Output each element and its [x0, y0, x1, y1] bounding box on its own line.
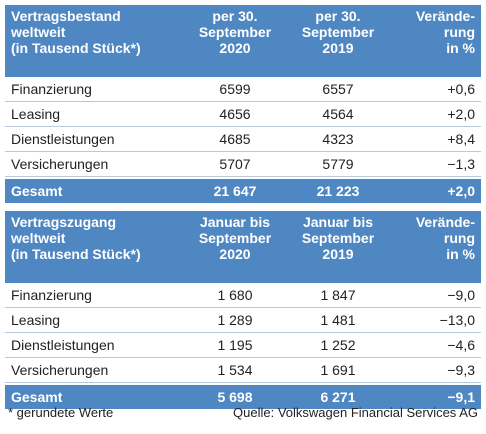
- cell: Versicherungen: [11, 362, 109, 378]
- cell: −9,0: [447, 287, 475, 303]
- contract-stock-table: Vertragsbestand weltweit (in Tausend Stü…: [5, 5, 481, 203]
- data-row: Finanzierung 6599 6557 +0,6: [5, 77, 481, 102]
- contract-intake-table: Vertragszugang weltweit (in Tausend Stüc…: [5, 211, 481, 409]
- cell: Januar bis September 2019: [301, 214, 375, 262]
- cell: 1 691: [320, 362, 356, 378]
- cell: Finanzierung: [11, 81, 92, 97]
- cell: Leasing: [11, 106, 61, 122]
- cell: Versicherungen: [11, 156, 109, 172]
- cell: Gesamt: [11, 389, 63, 405]
- cell: 1 481: [320, 312, 356, 328]
- cell: Dienstleistungen: [11, 131, 115, 147]
- cell: +0,6: [447, 81, 475, 97]
- cell: 5707: [219, 156, 251, 172]
- data-row: Dienstleistungen 1 195 1 252 −4,6: [5, 333, 481, 358]
- header-row: Vertragsbestand weltweit (in Tausend Stü…: [5, 5, 481, 77]
- cell: per 30. September 2019: [301, 8, 375, 56]
- cell: Verände- rung in %: [415, 8, 475, 56]
- cell: 21 647: [213, 183, 257, 199]
- data-row: Versicherungen 1 534 1 691 −9,3: [5, 358, 481, 383]
- cell: −1,3: [447, 156, 475, 172]
- cell: 6599: [219, 81, 251, 97]
- data-row: Finanzierung 1 680 1 847 −9,0: [5, 283, 481, 308]
- total-row: Gesamt 21 647 21 223 +2,0: [5, 179, 481, 203]
- cell: per 30. September 2020: [198, 8, 272, 56]
- cell: 1 847: [320, 287, 356, 303]
- cell: −13,0: [439, 312, 475, 328]
- cell: −9,3: [447, 362, 475, 378]
- cell: +8,4: [447, 131, 475, 147]
- cell: Finanzierung: [11, 287, 92, 303]
- cell: 1 195: [217, 337, 253, 353]
- cell: +2,0: [447, 106, 475, 122]
- cell: 1 534: [217, 362, 253, 378]
- cell: 4656: [219, 106, 251, 122]
- cell: Gesamt: [11, 183, 63, 199]
- cell: 1 680: [217, 287, 253, 303]
- cell: Leasing: [11, 312, 61, 328]
- cell: 6557: [322, 81, 354, 97]
- cell: 5779: [322, 156, 354, 172]
- cell: 1 289: [217, 312, 253, 328]
- cell: 4564: [322, 106, 354, 122]
- cell: 21 223: [316, 183, 360, 199]
- footnote: * gerundete Werte: [8, 405, 114, 420]
- data-row: Leasing 4656 4564 +2,0: [5, 102, 481, 127]
- cell: Januar bis September 2020: [198, 214, 272, 262]
- header-row: Vertragszugang weltweit (in Tausend Stüc…: [5, 211, 481, 283]
- data-row: Dienstleistungen 4685 4323 +8,4: [5, 127, 481, 152]
- cell: 4685: [219, 131, 251, 147]
- source: Quelle: Volkswagen Financial Services AG: [233, 405, 478, 420]
- cell: +2,0: [447, 183, 475, 199]
- cell: 5 698: [217, 389, 253, 405]
- cell: Verände- rung in %: [415, 214, 475, 262]
- cell: Vertragsbestand weltweit (in Tausend Stü…: [11, 8, 141, 56]
- cell: 1 252: [320, 337, 356, 353]
- cell: Dienstleistungen: [11, 337, 115, 353]
- cell: −4,6: [447, 337, 475, 353]
- cell: 4323: [322, 131, 354, 147]
- cell: −9,1: [447, 389, 475, 405]
- total-row: Gesamt 5 698 6 271 −9,1: [5, 385, 481, 409]
- data-row: Leasing 1 289 1 481 −13,0: [5, 308, 481, 333]
- cell: Vertragszugang weltweit (in Tausend Stüc…: [11, 214, 141, 262]
- data-row: Versicherungen 5707 5779 −1,3: [5, 152, 481, 177]
- cell: 6 271: [320, 389, 356, 405]
